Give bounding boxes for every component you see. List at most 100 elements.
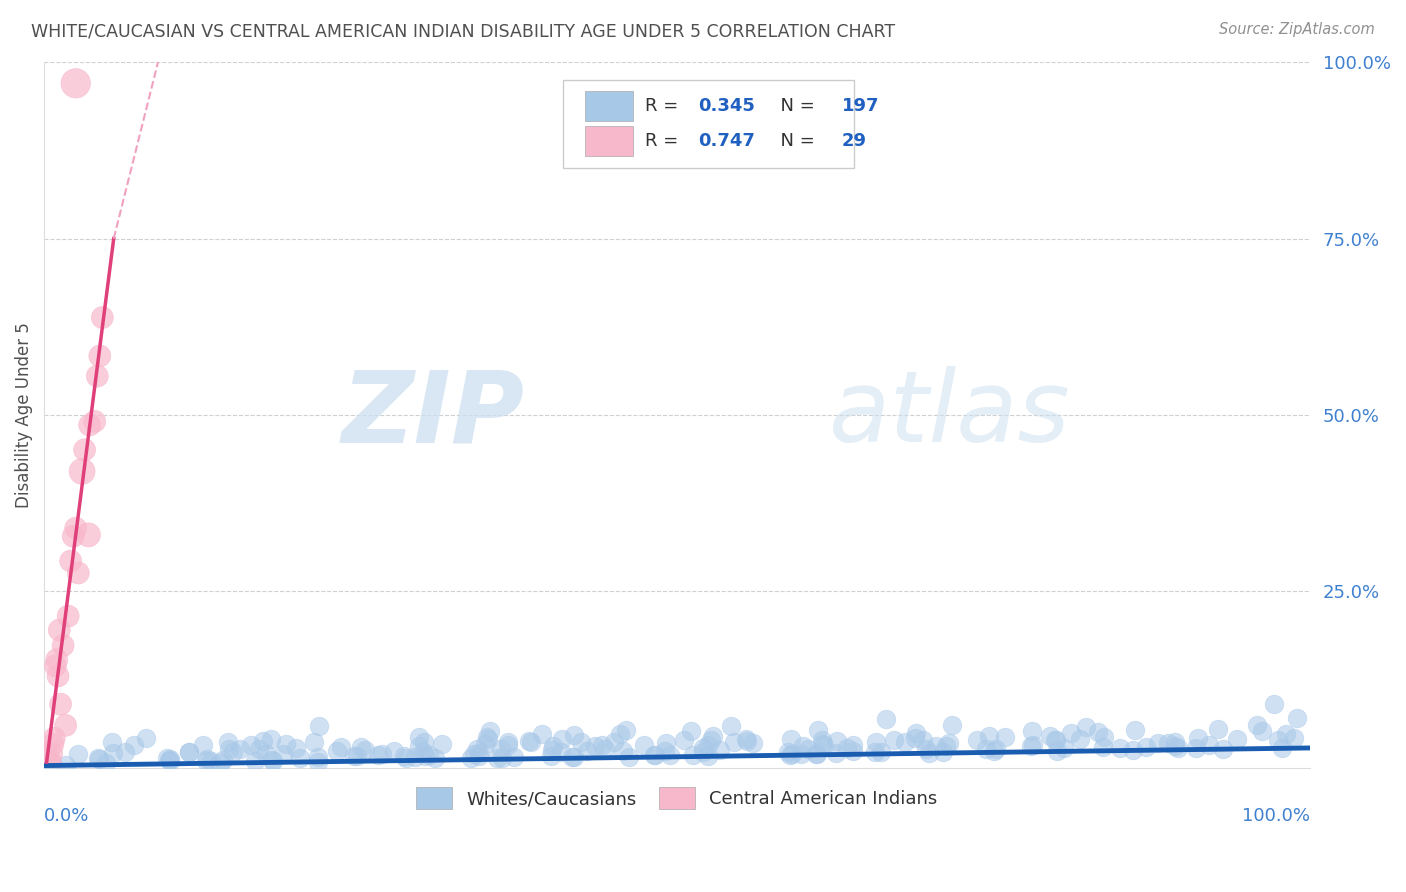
Point bbox=[723, 735, 745, 749]
Point bbox=[932, 745, 955, 759]
Point bbox=[65, 521, 87, 535]
Text: 0.345: 0.345 bbox=[699, 97, 755, 115]
Point bbox=[1092, 731, 1115, 745]
Point bbox=[114, 745, 136, 759]
Point bbox=[875, 712, 897, 726]
Point bbox=[1164, 734, 1187, 748]
Point bbox=[48, 623, 70, 637]
Point bbox=[200, 755, 222, 769]
Point bbox=[682, 747, 704, 762]
Point bbox=[1250, 724, 1272, 739]
Point bbox=[413, 735, 436, 749]
Point bbox=[780, 747, 803, 762]
Point bbox=[614, 723, 637, 737]
Point bbox=[307, 750, 329, 764]
Point bbox=[384, 744, 406, 758]
Point bbox=[478, 723, 501, 738]
Point bbox=[699, 733, 721, 747]
Point bbox=[491, 751, 513, 765]
Point bbox=[45, 653, 67, 667]
Point bbox=[811, 733, 834, 747]
Point bbox=[177, 745, 200, 759]
Point bbox=[1021, 739, 1043, 754]
Point bbox=[1275, 727, 1298, 741]
Point bbox=[35, 754, 58, 768]
Point bbox=[654, 744, 676, 758]
Point bbox=[256, 747, 278, 761]
Point bbox=[285, 741, 308, 756]
Point bbox=[780, 731, 803, 746]
Point bbox=[52, 639, 75, 653]
Point bbox=[1246, 718, 1268, 732]
Point bbox=[1164, 739, 1187, 753]
Point bbox=[633, 738, 655, 752]
Point bbox=[1226, 732, 1249, 747]
Point bbox=[742, 736, 765, 750]
Point bbox=[1167, 741, 1189, 756]
Point bbox=[34, 747, 56, 761]
Point bbox=[157, 753, 180, 767]
Point bbox=[912, 733, 935, 747]
Point bbox=[1198, 738, 1220, 752]
Point bbox=[1267, 733, 1289, 747]
Point bbox=[779, 747, 801, 762]
Point bbox=[1045, 744, 1067, 758]
Point bbox=[561, 749, 583, 764]
Point bbox=[1092, 739, 1115, 754]
Point bbox=[1022, 739, 1045, 753]
Point bbox=[807, 723, 830, 738]
Point bbox=[404, 749, 426, 764]
Point bbox=[811, 737, 834, 751]
Point bbox=[1157, 736, 1180, 750]
Point bbox=[217, 735, 239, 749]
Point bbox=[709, 743, 731, 757]
Point bbox=[672, 732, 695, 747]
Point bbox=[915, 741, 938, 756]
Point bbox=[371, 747, 394, 762]
Point bbox=[307, 755, 329, 769]
Text: 29: 29 bbox=[842, 132, 866, 150]
Point bbox=[1053, 740, 1076, 755]
Point bbox=[96, 756, 118, 770]
Point bbox=[343, 749, 366, 764]
Point bbox=[42, 737, 65, 751]
Point bbox=[541, 742, 564, 756]
Point bbox=[1271, 741, 1294, 756]
Point bbox=[367, 748, 389, 763]
Point bbox=[209, 756, 232, 770]
Point bbox=[644, 748, 666, 763]
Point bbox=[326, 744, 349, 758]
Point bbox=[44, 731, 66, 746]
Point bbox=[44, 658, 66, 673]
Point bbox=[550, 745, 572, 759]
Point bbox=[59, 554, 82, 568]
Point bbox=[408, 731, 430, 745]
Point bbox=[591, 738, 613, 752]
Point bbox=[489, 742, 512, 756]
Point bbox=[56, 609, 79, 624]
Point bbox=[941, 717, 963, 731]
Point bbox=[842, 744, 865, 758]
Point bbox=[551, 732, 574, 747]
Point bbox=[643, 748, 665, 763]
FancyBboxPatch shape bbox=[562, 79, 855, 168]
Point bbox=[974, 741, 997, 756]
Point bbox=[271, 747, 294, 761]
Point bbox=[193, 738, 215, 752]
Point bbox=[1187, 731, 1209, 745]
Point bbox=[1087, 724, 1109, 739]
Point bbox=[218, 742, 240, 756]
Point bbox=[65, 76, 87, 90]
Point bbox=[502, 749, 524, 764]
Point bbox=[904, 731, 927, 746]
Point bbox=[612, 744, 634, 758]
Point bbox=[475, 730, 498, 744]
Point bbox=[1043, 732, 1066, 747]
Point bbox=[498, 738, 520, 752]
Point bbox=[1212, 741, 1234, 756]
Point bbox=[530, 727, 553, 741]
Point bbox=[496, 735, 519, 749]
Text: 100.0%: 100.0% bbox=[1241, 806, 1310, 824]
Point bbox=[394, 749, 416, 764]
Point bbox=[825, 733, 848, 747]
